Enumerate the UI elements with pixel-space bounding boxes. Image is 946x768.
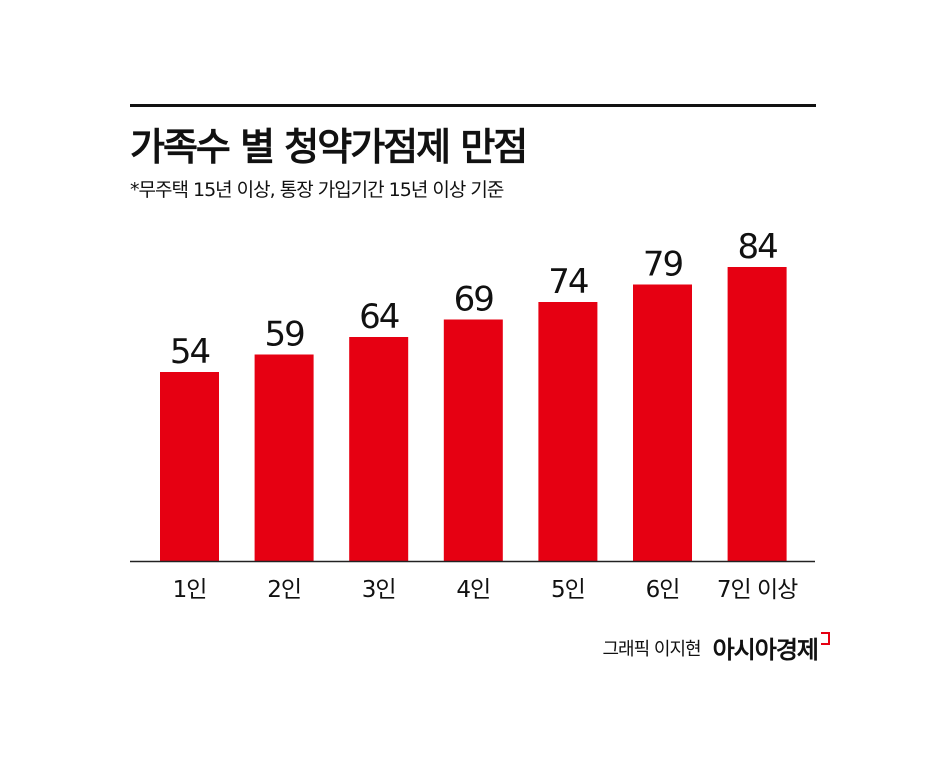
credit-author: 그래픽 이지현: [602, 638, 702, 660]
data-label: 59: [264, 315, 304, 355]
bar-4: [443, 319, 503, 561]
data-label: 64: [359, 297, 399, 337]
x-tick-label: 4인: [456, 577, 490, 603]
credit: 그래픽 이지현 아시아경제: [602, 630, 830, 665]
chart-title: 가족수 별 청약가점제 만점: [130, 125, 528, 169]
data-label: 74: [548, 262, 588, 302]
x-tick-label: 6인: [646, 577, 680, 603]
brand-mark-icon: [821, 632, 830, 645]
data-label: 79: [643, 245, 683, 285]
top-rule: [130, 104, 816, 107]
x-tick-label: 5인: [551, 577, 585, 603]
x-tick-label: 2인: [267, 577, 301, 603]
bar-2: [254, 354, 314, 561]
x-tick-label: 3인: [362, 577, 396, 603]
data-label: 54: [170, 332, 210, 372]
bar-5: [538, 302, 598, 561]
data-label: 69: [454, 280, 494, 320]
chart-subtitle: *무주택 15년 이상, 통장 가입기간 15년 이상 기준: [130, 179, 504, 201]
bar-1: [160, 372, 219, 561]
brand-logo: 아시아경제: [712, 636, 819, 664]
bar-7: [727, 267, 787, 561]
x-tick-label: 7인 이상: [717, 577, 798, 603]
data-label: 84: [737, 227, 777, 267]
x-tick-label: 1인: [173, 577, 207, 603]
bar-6: [633, 284, 692, 561]
bar-3: [349, 337, 409, 561]
